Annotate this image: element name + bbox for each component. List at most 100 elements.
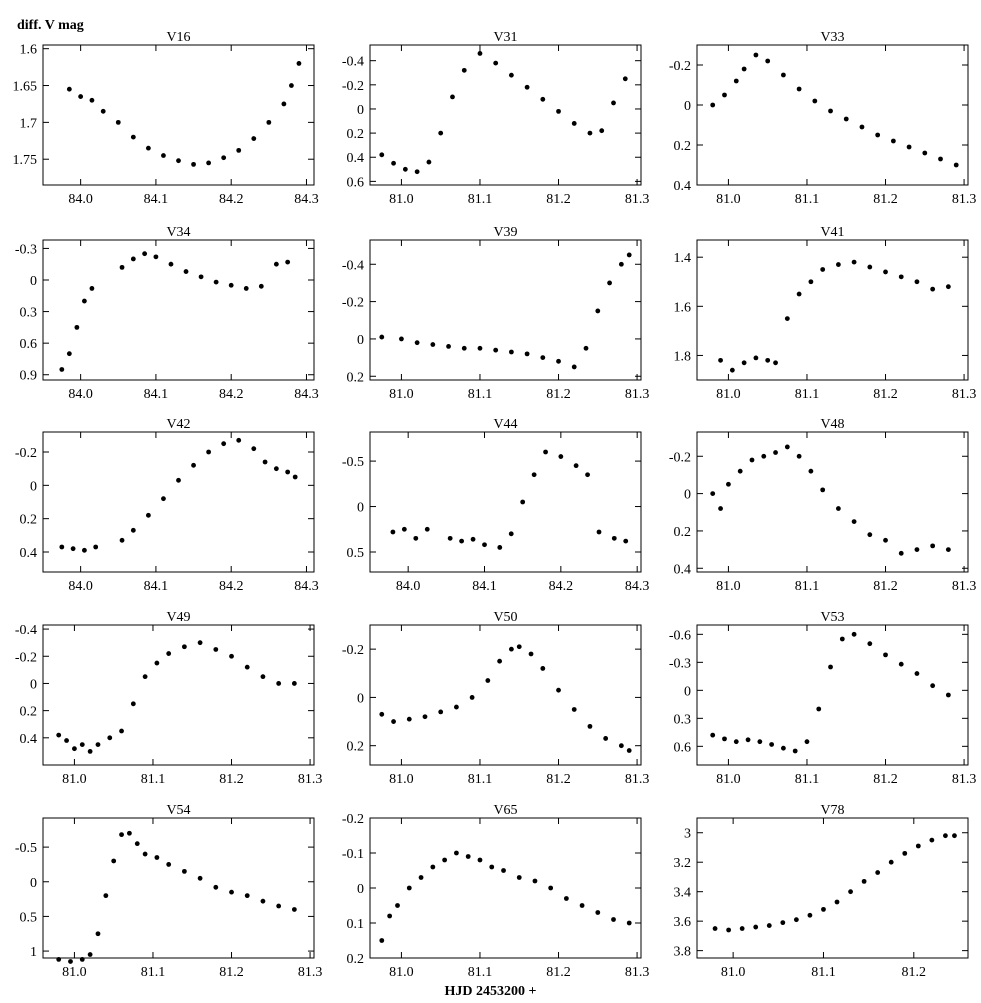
data-point (273, 261, 279, 267)
data-point (68, 959, 73, 964)
panel-v16: V16 84.0 84.1 84.2 84.3 1.6 1.65 1.7 1.75 (13, 30, 319, 207)
data-point (379, 938, 385, 943)
data-point (387, 913, 393, 919)
x-tick-label: 81.0 (389, 387, 414, 402)
y-tick-label: 0.6 (674, 740, 692, 755)
data-point (828, 664, 833, 670)
data-point (260, 898, 266, 904)
data-point (820, 487, 826, 493)
panel-title: V54 (166, 803, 190, 818)
data-point (206, 449, 212, 455)
data-point (784, 316, 790, 321)
y-tick-label: -0.4 (15, 623, 37, 638)
data-point (213, 647, 219, 652)
data-point (289, 83, 294, 88)
data-point (82, 298, 87, 304)
data-point (413, 535, 419, 541)
data-point (543, 449, 548, 455)
x-tick-label: 81.1 (795, 387, 820, 402)
data-point (816, 706, 822, 712)
y-tick-label: 3.8 (674, 945, 692, 960)
data-point (587, 130, 593, 136)
data-point (571, 707, 577, 712)
x-tick-label: 81.1 (811, 965, 836, 980)
data-point (508, 72, 514, 78)
data-point (793, 917, 799, 923)
y-tick-label: 0 (357, 691, 364, 706)
data-point (181, 644, 187, 650)
data-point (119, 832, 124, 838)
data-point (726, 481, 731, 487)
data-point (563, 896, 569, 901)
data-point (718, 506, 723, 511)
x-tick-label: 81.3 (298, 772, 323, 787)
panel-v34: V34 84.0 84.1 84.2 84.3 -0.3 0 0.3 0.6 0.9 (15, 225, 319, 402)
data-point (477, 51, 483, 56)
x-tick-label: 81.0 (62, 772, 87, 787)
data-point (59, 367, 65, 372)
x-tick-label: 81.0 (716, 192, 741, 207)
data-point (145, 512, 151, 518)
y-tick-label: 0 (30, 876, 37, 891)
data-point (930, 543, 936, 549)
y-tick-label: 1.7 (20, 116, 38, 131)
y-tick-label: 0.4 (674, 562, 692, 577)
x-tick-label: 84.1 (144, 387, 169, 402)
data-point (765, 58, 771, 64)
data-point (426, 159, 432, 165)
data-point (153, 254, 159, 260)
data-point (395, 903, 400, 908)
data-point (859, 124, 865, 130)
data-point (796, 86, 802, 92)
y-tick-label: 0.6 (20, 337, 38, 352)
y-tick-label: 1.8 (674, 349, 692, 364)
y-tick-label: 0.4 (347, 151, 365, 166)
y-tick-label: 0.5 (20, 910, 38, 925)
x-tick-label: 84.2 (549, 579, 574, 594)
data-point (93, 544, 99, 550)
panel-v33: V33 81.0 81.1 81.2 81.3 -0.2 0 0.2 0.4 (669, 30, 976, 207)
data-point (821, 906, 826, 912)
panel-title: V33 (820, 30, 844, 45)
data-point (198, 274, 204, 280)
data-point (722, 92, 727, 98)
data-point (87, 749, 93, 754)
data-point (603, 736, 609, 741)
data-point (134, 841, 140, 847)
y-tick-label: 0.2 (347, 740, 365, 755)
data-point (583, 345, 589, 351)
panel-title: V39 (493, 225, 517, 240)
y-tick-label: 0.2 (347, 127, 365, 142)
y-tick-label: 3.6 (674, 915, 692, 930)
data-point (450, 94, 455, 100)
data-point (183, 269, 189, 274)
data-point (765, 357, 771, 363)
panel-v48: V48 81.0 81.1 81.2 81.3 -0.2 0 0.2 0.4 (669, 417, 976, 594)
data-point (251, 446, 257, 452)
data-point (285, 469, 291, 475)
plot-frame (369, 44, 642, 186)
panel-title: V34 (166, 225, 190, 240)
data-point (710, 102, 716, 108)
x-tick-label: 81.0 (721, 965, 746, 980)
x-tick-label: 81.3 (952, 387, 977, 402)
data-point (130, 256, 136, 262)
plot-frame (696, 44, 969, 186)
data-point (424, 526, 430, 532)
plot-frame (369, 624, 642, 766)
data-point (497, 658, 503, 664)
data-point (508, 531, 514, 537)
data-point (766, 923, 772, 928)
data-point (74, 324, 80, 330)
data-point (191, 161, 196, 167)
y-tick-label: 0.1 (347, 917, 365, 932)
data-point (379, 334, 385, 340)
y-tick-label: -0.2 (342, 79, 364, 94)
data-point (430, 342, 436, 347)
x-tick-label: 81.1 (468, 772, 493, 787)
data-point (861, 878, 867, 884)
x-tick-label: 81.3 (625, 965, 650, 980)
data-point (56, 732, 62, 738)
data-point (745, 737, 751, 743)
data-point (540, 96, 546, 102)
